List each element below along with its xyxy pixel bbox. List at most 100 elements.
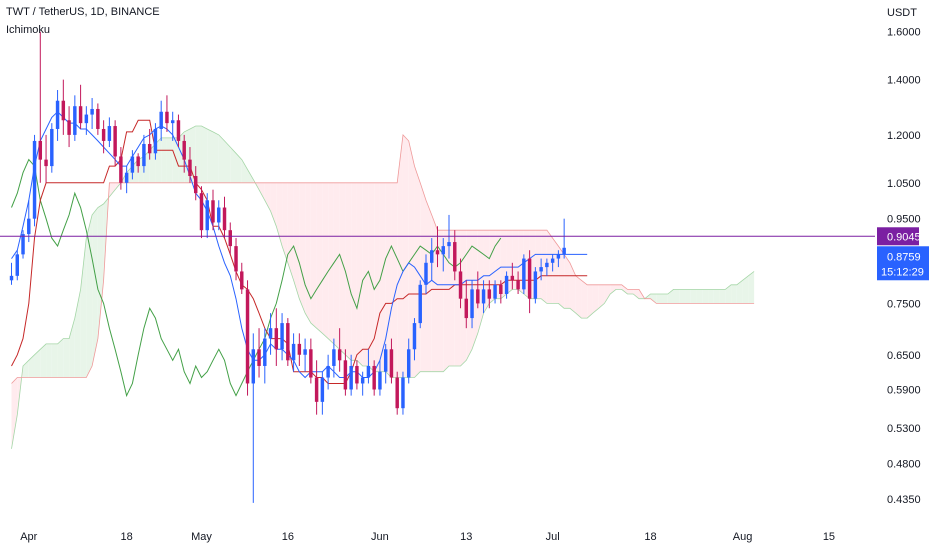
candle-body (170, 120, 175, 124)
candle-body (412, 323, 417, 350)
candle-body (337, 349, 342, 361)
candle-body (481, 289, 486, 304)
candle-body (73, 106, 77, 135)
candle-body (360, 377, 365, 384)
cloud-segment (425, 200, 432, 372)
candle-body (147, 143, 152, 154)
cloud-segment (310, 182, 317, 329)
candle-body (401, 377, 405, 409)
candle-body (476, 289, 480, 304)
senkou-b-line (11, 134, 755, 384)
ichimoku-cloud (11, 125, 755, 449)
time-tick-label: Jun (371, 531, 389, 543)
time-axis[interactable]: Apr 18 May 16 Jun 13 Jul 18 Aug 15 (20, 531, 835, 543)
cloud-segment (270, 182, 277, 227)
candle-body (332, 349, 336, 366)
cloud-segment (293, 182, 300, 299)
candle-body (38, 140, 43, 160)
price-axis[interactable]: 1.6000 1.4000 1.2000 1.0500 0.9500 0.7500 0.65… (877, 7, 929, 506)
candle-body (274, 328, 279, 350)
candle-body (504, 275, 509, 295)
candle-body (499, 284, 503, 295)
cloud-segment (333, 182, 340, 350)
candle-body (487, 289, 492, 299)
cloud-segment (736, 280, 743, 304)
cloud-segment (662, 294, 668, 304)
candle-body (142, 143, 146, 167)
cloud-segment (28, 354, 35, 378)
candle-body (378, 371, 382, 390)
senkou-a-line (11, 125, 755, 449)
candle-body (314, 377, 319, 402)
indicator-label[interactable]: Ichimoku (6, 24, 51, 36)
cloud-segment (437, 230, 444, 372)
candle-body (470, 289, 474, 319)
ichimoku-lines (11, 111, 588, 398)
candle-body (240, 271, 244, 290)
cloud-segment (299, 182, 306, 314)
current-price-value: 0.9045 (887, 231, 921, 243)
candle-body (257, 349, 261, 366)
cloud-segment (748, 271, 755, 304)
cloud-segment (495, 230, 501, 299)
candle-body (493, 284, 497, 299)
candle-body (96, 108, 100, 129)
cloud-segment (379, 182, 386, 372)
time-tick-label: 15 (823, 531, 835, 543)
candle-body (291, 343, 296, 361)
cloud-segment (552, 238, 559, 304)
candle-body (101, 128, 106, 141)
price-tick-label: 1.0500 (887, 178, 921, 190)
cloud-segment (230, 147, 237, 183)
time-tick-label: 16 (282, 531, 294, 543)
candle-body (211, 200, 215, 223)
cloud-segment (725, 284, 732, 304)
candle-body (458, 271, 463, 299)
cloud-segment (592, 284, 599, 314)
cloud-segment (391, 182, 398, 378)
cloud-segment (207, 128, 213, 183)
cloud-segment (696, 289, 703, 304)
cloud-segment (149, 143, 156, 183)
cloud-segment (172, 137, 179, 183)
candle-body (303, 349, 307, 355)
candle-body (245, 289, 250, 384)
candle-body (263, 338, 267, 366)
candles (9, 31, 566, 503)
candle-body (545, 262, 549, 268)
candle-body (453, 242, 457, 272)
candle-body (124, 172, 129, 183)
candle-body (67, 120, 71, 135)
countdown-value: 15:12:29 (881, 266, 924, 278)
price-tick-label: 1.2000 (887, 130, 921, 142)
cloud-segment (633, 289, 639, 299)
cloud-segment (339, 182, 346, 355)
cloud-segment (402, 134, 409, 378)
candle-body (21, 234, 25, 255)
candle-body (193, 176, 198, 194)
current-price-tag (877, 227, 919, 246)
cloud-segment (460, 230, 467, 366)
cloud-segment (224, 140, 231, 183)
cloud-segment (610, 284, 616, 295)
candle-body (165, 111, 169, 124)
cloud-segment (11, 377, 18, 449)
price-tick-label: 0.6500 (887, 350, 921, 362)
last-close-value: 0.8759 (887, 251, 921, 263)
cloud-segment (351, 182, 357, 361)
candle-body (383, 349, 388, 372)
candle-body (9, 275, 14, 281)
cloud-segment (598, 284, 605, 309)
candle-body (136, 156, 140, 167)
cloud-segment (702, 289, 709, 304)
candle-body (430, 250, 434, 263)
cloud-segment (621, 284, 628, 295)
cloud-segment (40, 343, 47, 378)
cloud-segment (708, 289, 714, 304)
cloud-segment (109, 182, 116, 197)
cloud-segment (719, 289, 726, 304)
time-tick-label: Aug (733, 531, 753, 543)
candle-body (366, 365, 371, 378)
cloud-segment (512, 230, 519, 290)
